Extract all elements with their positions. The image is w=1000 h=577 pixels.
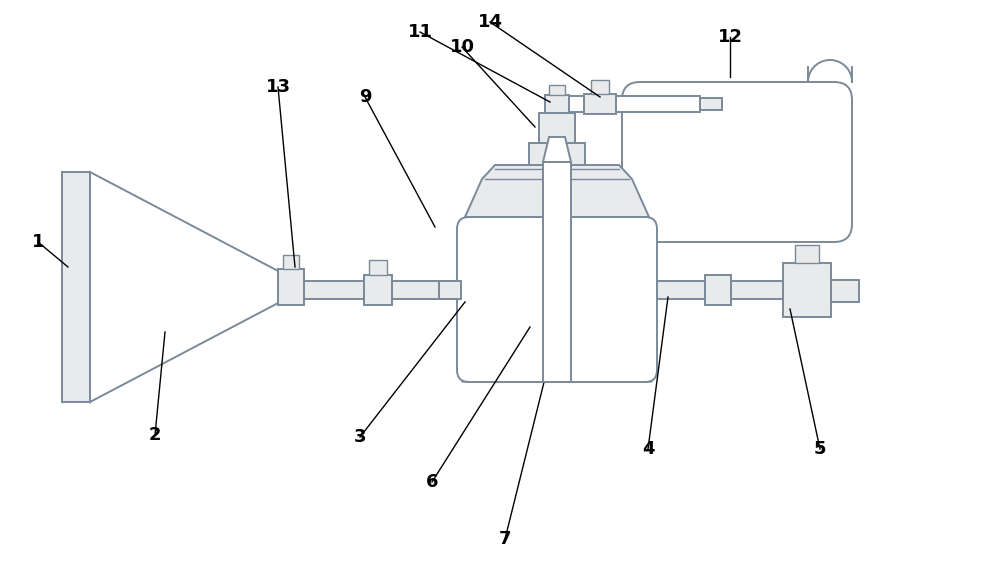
Polygon shape [90,172,280,402]
Polygon shape [490,293,624,304]
Polygon shape [519,215,595,226]
Bar [549,96,565,112]
Bar [549,112,565,137]
Polygon shape [494,282,620,293]
Polygon shape [474,338,640,349]
Bar [700,98,722,110]
Bar [565,96,700,112]
Bar [731,281,783,299]
Text: 11: 11 [408,23,432,41]
Polygon shape [482,316,632,327]
Bar [392,281,457,299]
Text: 9: 9 [359,88,371,106]
Bar [705,275,731,305]
Polygon shape [511,238,603,249]
Polygon shape [498,271,616,282]
Text: 2: 2 [149,426,161,444]
Bar [364,275,392,305]
Text: 10: 10 [450,38,475,56]
Polygon shape [523,204,591,215]
Bar [369,260,387,275]
Text: 5: 5 [814,440,826,458]
FancyBboxPatch shape [622,82,852,242]
Polygon shape [478,327,636,338]
Polygon shape [531,182,583,193]
Text: 7: 7 [499,530,511,548]
Polygon shape [486,304,628,316]
Bar [283,255,299,269]
Polygon shape [543,137,571,162]
Bar [439,281,461,299]
Bar [591,80,609,94]
Polygon shape [462,371,652,382]
Text: 4: 4 [642,440,654,458]
Bar [304,281,364,299]
Polygon shape [515,226,599,238]
Text: 14: 14 [478,13,503,31]
Bar [584,94,616,114]
Polygon shape [465,165,649,217]
Polygon shape [527,193,587,204]
Bar [549,85,565,95]
Polygon shape [470,349,644,360]
Polygon shape [503,260,611,271]
Text: 1: 1 [32,233,44,251]
Bar [545,95,569,113]
Polygon shape [466,360,648,371]
Bar [657,281,705,299]
Bar [529,143,585,165]
Bar [539,113,575,143]
Bar [783,263,831,317]
Text: 12: 12 [718,28,742,46]
Bar [543,162,571,382]
Bar [795,245,819,263]
Bar [831,280,859,302]
Text: 3: 3 [354,428,366,446]
Text: 6: 6 [426,473,438,491]
Polygon shape [507,249,607,260]
Bar [62,172,90,402]
Bar [278,269,304,305]
FancyBboxPatch shape [457,217,657,382]
Text: 13: 13 [266,78,290,96]
